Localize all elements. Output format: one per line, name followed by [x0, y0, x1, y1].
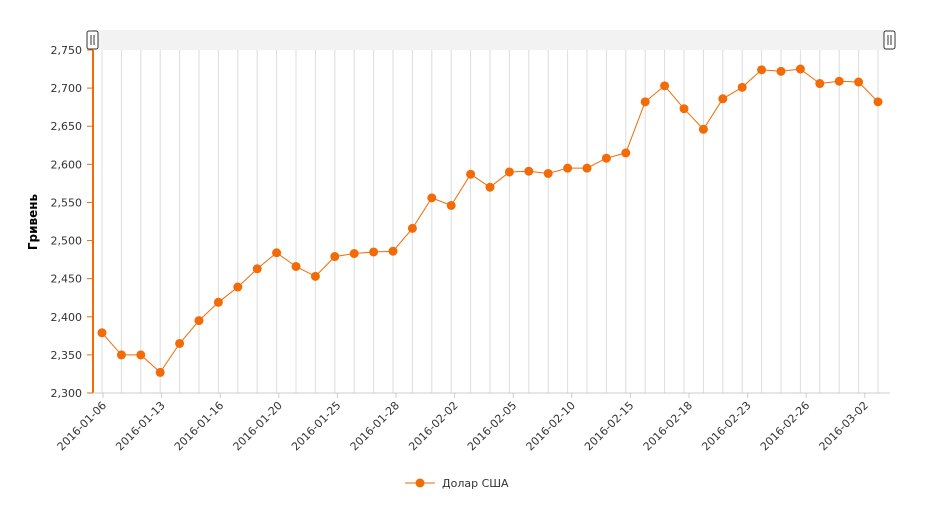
data-point[interactable] [349, 249, 359, 259]
data-point[interactable] [698, 124, 708, 134]
y-axis: 2,300 2,350 2,400 2,450 2,500 2,550 2,600 2,650… [51, 44, 94, 400]
data-point[interactable] [543, 168, 553, 178]
data-point[interactable] [233, 282, 243, 292]
data-point[interactable] [427, 193, 437, 203]
data-point[interactable] [213, 297, 223, 307]
data-point[interactable] [582, 163, 592, 173]
x-tick-label: 2016-02-23 [699, 399, 753, 453]
x-tick-label: 2016-02-15 [582, 399, 636, 453]
x-tick-label: 2016-01-20 [231, 399, 285, 453]
data-point[interactable] [640, 97, 650, 107]
vertical-gridlines [101, 50, 879, 393]
data-point[interactable] [407, 223, 417, 233]
data-point[interactable] [194, 316, 204, 326]
data-point[interactable] [718, 94, 728, 104]
navigator-band[interactable] [93, 30, 890, 50]
x-tick-label: 2016-02-10 [524, 399, 578, 453]
y-tick-label: 2,300 [51, 387, 83, 400]
data-point[interactable] [834, 76, 844, 86]
data-point[interactable] [524, 166, 534, 176]
data-point[interactable] [660, 81, 670, 91]
legend[interactable]: Долар США [405, 477, 509, 490]
data-point[interactable] [563, 163, 573, 173]
data-point[interactable] [369, 247, 379, 257]
x-tick-label: 2016-01-28 [348, 399, 402, 453]
x-tick-label: 2016-01-13 [113, 399, 167, 453]
data-point[interactable] [601, 153, 611, 163]
data-point[interactable] [757, 65, 767, 75]
x-tick-label: 2016-02-26 [758, 399, 812, 453]
data-point[interactable] [116, 350, 126, 360]
data-point[interactable] [776, 66, 786, 76]
y-tick-label: 2,650 [51, 120, 83, 133]
legend-label[interactable]: Долар США [442, 477, 509, 490]
data-point[interactable] [272, 248, 282, 258]
y-axis-label: Гривень [26, 193, 40, 250]
y-tick-label: 2,700 [51, 82, 83, 95]
x-tick-label: 2016-01-16 [172, 399, 226, 453]
data-point[interactable] [291, 261, 301, 271]
data-point[interactable] [97, 328, 107, 338]
data-point[interactable] [485, 182, 495, 192]
y-tick-label: 2,400 [51, 311, 83, 324]
data-point[interactable] [310, 271, 320, 281]
data-point[interactable] [504, 167, 514, 177]
x-tick-label: 2016-01-25 [289, 399, 343, 453]
series-dolar-usa [97, 64, 883, 377]
data-point[interactable] [175, 338, 185, 348]
data-point[interactable] [737, 82, 747, 92]
data-point[interactable] [873, 97, 883, 107]
y-tick-label: 2,750 [51, 44, 83, 57]
data-point[interactable] [854, 77, 864, 87]
data-point[interactable] [136, 350, 146, 360]
legend-marker [415, 478, 425, 488]
x-tick-label: 2016-01-06 [55, 399, 109, 453]
data-point[interactable] [252, 264, 262, 274]
y-tick-label: 2,550 [51, 196, 83, 209]
data-point[interactable] [466, 169, 476, 179]
data-point[interactable] [446, 200, 456, 210]
data-point[interactable] [155, 367, 165, 377]
navigator-right-handle[interactable] [883, 30, 896, 50]
data-point[interactable] [679, 104, 689, 114]
navigator-left-handle[interactable] [86, 30, 99, 50]
data-point[interactable] [621, 148, 631, 158]
y-tick-label: 2,450 [51, 273, 83, 286]
data-point[interactable] [388, 246, 398, 256]
data-point[interactable] [330, 252, 340, 262]
y-tick-label: 2,350 [51, 349, 83, 362]
x-axis: 2016-01-06 2016-01-13 2016-01-16 2016-01-20… [55, 392, 890, 453]
x-tick-label: 2016-02-05 [465, 399, 519, 453]
y-tick-label: 2,600 [51, 158, 83, 171]
x-tick-label: 2016-03-02 [817, 399, 871, 453]
y-tick-label: 2,500 [51, 235, 83, 248]
x-tick-label: 2016-02-02 [406, 399, 460, 453]
data-point[interactable] [795, 64, 805, 74]
data-point[interactable] [815, 79, 825, 89]
x-tick-label: 2016-02-18 [641, 399, 695, 453]
